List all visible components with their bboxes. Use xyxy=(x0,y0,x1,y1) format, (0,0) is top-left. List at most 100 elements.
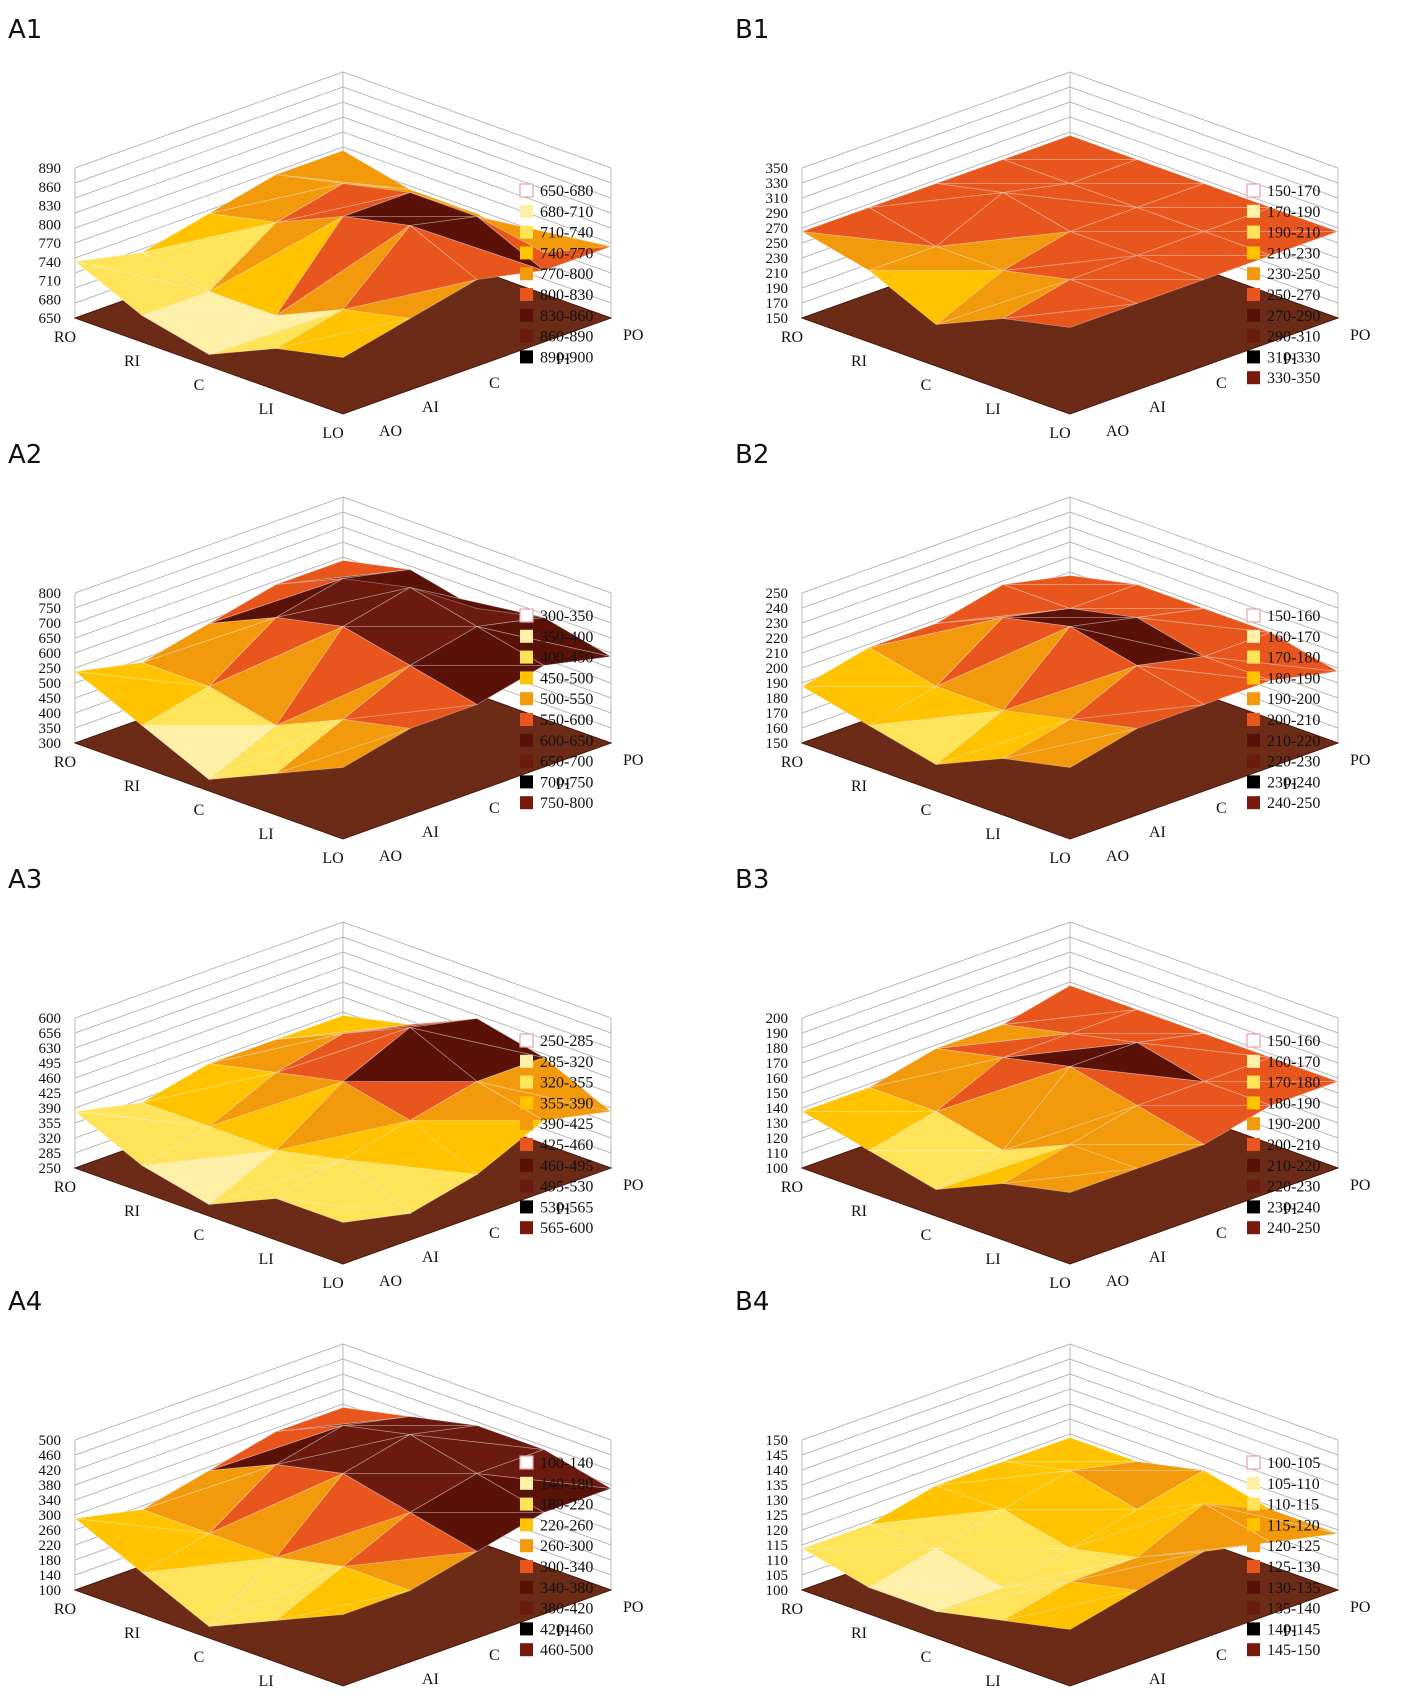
z-tick-label: 230 xyxy=(766,251,789,267)
surface-facet xyxy=(868,1048,1004,1088)
legend-label: 340-380 xyxy=(540,1580,593,1597)
surface-facet xyxy=(935,270,1071,325)
panel-label: A1 xyxy=(8,15,42,45)
x-axis-label: RI xyxy=(851,778,867,795)
surface-facet xyxy=(208,1557,345,1627)
x-axis-label: LO xyxy=(1049,425,1070,442)
surface-facet xyxy=(800,647,938,687)
surface-facet xyxy=(934,1509,1072,1549)
panel-label: B1 xyxy=(735,15,769,45)
x-axis-label: LI xyxy=(258,1673,273,1690)
z-tick-label: 150 xyxy=(766,736,789,752)
legend-swatch xyxy=(1247,1622,1260,1636)
legend-label: 150-160 xyxy=(1267,608,1320,625)
legend-swatch xyxy=(1247,796,1260,810)
z-tick-label: 680 xyxy=(39,292,62,308)
legend-label: 260-300 xyxy=(540,1538,593,1555)
z-tick-label: 160 xyxy=(766,1071,789,1087)
z-tick-label: 800 xyxy=(39,217,62,233)
surface-facet xyxy=(408,626,546,666)
legend-label: 250-270 xyxy=(1267,287,1320,304)
legend-label: 565-600 xyxy=(540,1220,593,1237)
surface-facet xyxy=(476,617,612,657)
surface-facet xyxy=(341,1026,479,1082)
z-tick-label: 495 xyxy=(39,1056,62,1072)
z-tick-label: 210 xyxy=(766,646,789,662)
surface-facet xyxy=(208,1150,344,1205)
x-axis-label: C xyxy=(921,1649,932,1666)
legend-swatch xyxy=(1247,329,1260,343)
surface-facet xyxy=(935,159,1071,184)
z-tick-label: 240 xyxy=(766,601,789,617)
y-axis-label: AI xyxy=(422,399,439,416)
y-axis-label: C xyxy=(1216,1647,1227,1664)
surface-facet xyxy=(868,1485,1004,1525)
legend-label: 320-355 xyxy=(540,1075,593,1092)
z-tick-label: 310 xyxy=(766,191,789,207)
y-axis-label: AO xyxy=(1106,1273,1129,1290)
legend-swatch xyxy=(520,629,533,643)
legend-swatch xyxy=(520,308,533,322)
z-tick-label: 190 xyxy=(766,1026,789,1042)
surface-facet xyxy=(1002,719,1138,759)
legend-label: 240-250 xyxy=(1267,1220,1320,1237)
x-axis-label: LI xyxy=(985,826,1000,843)
legend-label: 140-145 xyxy=(1267,1621,1320,1638)
surface-facet xyxy=(409,587,545,618)
legend-label: 890-900 xyxy=(540,349,593,366)
y-axis-label: C xyxy=(1216,1225,1227,1242)
x-axis-label: RO xyxy=(54,754,76,771)
surface-facet xyxy=(1002,183,1138,208)
x-axis-label: RI xyxy=(851,1203,867,1220)
y-axis-label: AI xyxy=(422,1249,439,1266)
legend-swatch xyxy=(1247,308,1260,322)
surface-facet xyxy=(341,587,479,627)
z-tick-label: 130 xyxy=(766,1116,789,1132)
x-axis-label: C xyxy=(921,1227,932,1244)
y-axis-label: AI xyxy=(1149,824,1166,841)
x-axis-label: LO xyxy=(322,425,343,442)
legend-label: 100-140 xyxy=(540,1455,593,1472)
z-tick-label: 135 xyxy=(766,1478,789,1494)
z-tick-label: 140 xyxy=(39,1568,62,1584)
z-tick-label: 380 xyxy=(39,1478,62,1494)
legend-swatch xyxy=(519,1455,534,1470)
surface-facet xyxy=(1136,656,1272,681)
surface-facet xyxy=(409,216,545,271)
x-axis-label: RO xyxy=(781,1601,803,1618)
x-axis-label: C xyxy=(194,802,205,819)
z-tick-label: 250 xyxy=(766,586,789,602)
z-tick-label: 460 xyxy=(39,1448,62,1464)
legend-label: 180-220 xyxy=(540,1497,593,1514)
legend-label: 270-290 xyxy=(1267,308,1320,325)
z-tick-label: 145 xyxy=(766,1448,789,1464)
z-tick-label: 250 xyxy=(39,661,62,677)
z-tick-label: 300 xyxy=(39,1508,62,1524)
surface-facet xyxy=(342,192,478,217)
surface-facet xyxy=(409,1018,545,1058)
legend-label: 105-110 xyxy=(1267,1476,1320,1493)
surface-facet xyxy=(1001,1470,1139,1510)
surface-facet xyxy=(935,1461,1071,1486)
x-axis-label: RI xyxy=(124,1625,140,1642)
legend-swatch xyxy=(520,1476,533,1490)
legend-swatch xyxy=(520,1200,533,1214)
y-axis-label: PO xyxy=(623,1177,643,1194)
panel-label: B4 xyxy=(735,1287,769,1317)
legend-label: 425-460 xyxy=(540,1137,593,1154)
legend-swatch xyxy=(519,183,534,198)
legend-swatch xyxy=(1247,1476,1260,1490)
legend-label: 230-240 xyxy=(1267,774,1320,791)
surface-facet xyxy=(1069,584,1205,609)
z-tick-label: 425 xyxy=(39,1086,62,1102)
legend-swatch xyxy=(1247,1200,1260,1214)
legend-label: 600-650 xyxy=(540,733,593,750)
surface-facet xyxy=(801,207,937,247)
legend-swatch xyxy=(520,1580,533,1594)
legend-label: 680-710 xyxy=(540,204,593,221)
surface-facet xyxy=(934,192,1072,248)
z-tick-label: 800 xyxy=(39,586,62,602)
surface-facet xyxy=(867,1111,1005,1151)
